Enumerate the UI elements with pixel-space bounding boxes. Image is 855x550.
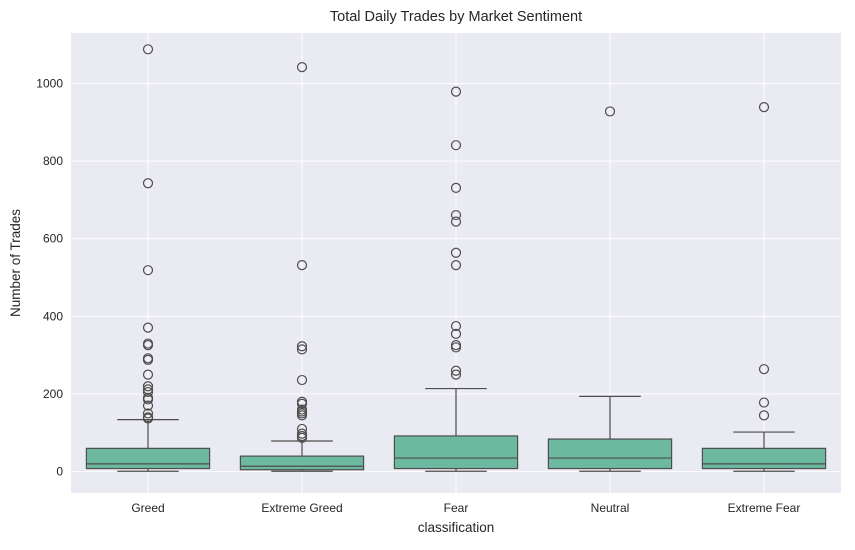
iqr-box [239,455,365,471]
outlier-point [450,369,462,380]
outlier-point [296,341,308,352]
x-tick-label: Neutral [591,501,630,515]
outlier-point [142,400,154,411]
outlier-point [450,365,462,376]
box-group [239,62,365,472]
x-tick-label: Fear [444,501,469,515]
outlier-point [450,320,462,332]
outlier-point [450,216,462,227]
outlier-point [142,386,154,398]
outlier-point [758,410,770,421]
outlier-point [142,394,154,405]
iqr-box [85,447,211,470]
outlier-point [604,106,616,117]
outlier-point [142,178,154,189]
outlier-point [296,260,308,271]
outlier-point [296,62,308,73]
x-axis-label: classification [418,520,495,535]
outlier-point [758,397,770,408]
outlier-point [142,408,154,419]
outlier-point [296,374,308,386]
box-series [85,44,827,472]
y-tick-label: 600 [43,232,63,246]
outlier-point [142,413,154,424]
y-tick-label: 0 [56,465,63,479]
x-axis-ticks: Greed Extreme Greed Fear Neutral Extreme Fea… [131,501,800,515]
outlier-point [296,344,308,355]
iqr-box [701,447,827,470]
y-axis-ticks: 0 200 400 600 800 1000 [36,76,63,478]
iqr-box [547,438,673,470]
x-tick-label: Extreme Fear [728,501,801,515]
box-group [547,106,673,472]
y-tick-label: 1000 [36,76,63,90]
box-group [701,102,827,472]
outlier-point [142,340,154,351]
outlier-point [450,209,462,221]
x-tick-label: Greed [131,501,164,515]
outlier-point [142,369,154,380]
box-group [393,86,519,472]
y-tick-label: 200 [43,387,63,401]
outlier-point [450,328,462,339]
x-tick-label: Extreme Greed [261,501,342,515]
outlier-point [142,322,154,333]
outlier-point [142,354,154,365]
outlier-point [450,182,462,193]
outlier-point [296,398,308,409]
outlier-point [142,265,154,276]
outlier-point [450,342,462,353]
outlier-point [450,86,462,97]
outlier-point [142,381,154,392]
box-group [85,44,211,472]
outlier-point [142,44,154,55]
y-tick-label: 400 [43,309,63,323]
outlier-point [450,260,462,271]
outlier-point [296,410,308,421]
iqr-box [393,435,519,470]
outlier-point [758,102,770,113]
y-axis-label: Number of Trades [8,209,23,317]
chart-title: Total Daily Trades by Market Sentiment [330,9,582,25]
outlier-point [450,247,462,258]
y-tick-label: 800 [43,154,63,168]
outlier-point [758,364,770,375]
outlier-point [450,140,462,151]
outlier-point [296,432,308,443]
